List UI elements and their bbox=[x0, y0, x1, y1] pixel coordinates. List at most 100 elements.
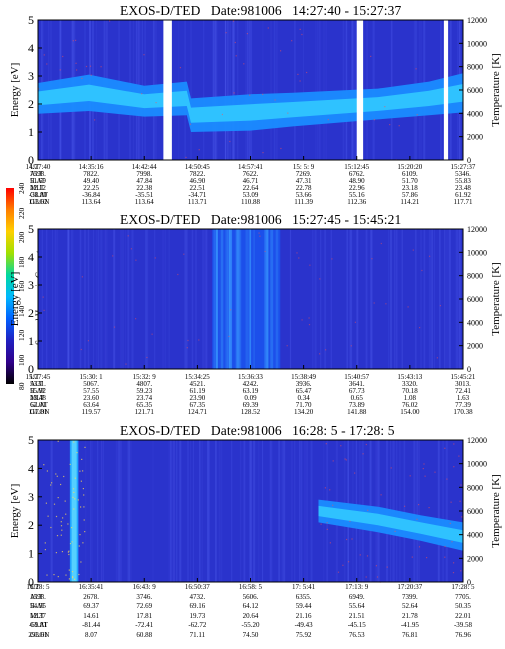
texture-stripe bbox=[345, 20, 348, 160]
texture-stripe bbox=[446, 229, 448, 369]
noise-point bbox=[80, 561, 82, 563]
noise-point bbox=[460, 484, 462, 486]
orbit-cell: 15:34:25 bbox=[184, 373, 210, 381]
texture-stripe bbox=[232, 20, 235, 160]
noise-point bbox=[345, 459, 347, 461]
noise-point bbox=[340, 445, 342, 447]
orbit-cell: 53.66 bbox=[295, 191, 312, 199]
noise-point bbox=[234, 41, 236, 44]
noise-point bbox=[185, 156, 187, 158]
noise-point bbox=[416, 518, 418, 520]
orbit-row-label: MLT bbox=[30, 184, 45, 192]
noise-point bbox=[67, 551, 69, 553]
orbit-cell: 14:27:40 bbox=[25, 163, 51, 171]
y-tick-label: 2 bbox=[28, 306, 34, 320]
orbit-cell: 15:38:49 bbox=[291, 373, 317, 381]
texture-stripe bbox=[303, 20, 304, 160]
texture-stripe bbox=[79, 229, 82, 369]
orbit-row-ilat: ILAT 51.69 49.40 47.84 46.90 46.71 47.31 48.90 5… bbox=[30, 178, 505, 185]
texture-stripe bbox=[212, 20, 214, 160]
noise-point bbox=[416, 114, 418, 116]
texture-stripe bbox=[262, 20, 264, 160]
orbit-cell: 48.90 bbox=[348, 177, 365, 185]
texture-stripe bbox=[317, 20, 319, 160]
orbit-cell: 7598. bbox=[30, 170, 46, 178]
noise-point bbox=[354, 472, 356, 474]
texture-stripe bbox=[271, 440, 273, 582]
orbit-cell: 22.25 bbox=[83, 184, 99, 192]
noise-point bbox=[319, 278, 321, 280]
texture-stripe bbox=[213, 229, 215, 369]
texture-stripe bbox=[294, 440, 296, 582]
orbit-cell: -39.58 bbox=[453, 621, 473, 629]
orbit-row-label: ALT bbox=[30, 592, 43, 601]
orbit-cell: 62.01 bbox=[30, 401, 46, 409]
orbit-row-label: GLON bbox=[30, 198, 50, 206]
texture-stripe bbox=[342, 20, 345, 160]
y-tick-label: 0 bbox=[28, 153, 34, 167]
noise-point bbox=[348, 561, 350, 563]
noise-point bbox=[71, 527, 73, 529]
texture-stripe bbox=[71, 229, 73, 369]
y-right-axis-label: Temperature [K] bbox=[490, 262, 502, 335]
orbit-cell: 15:27:45 bbox=[25, 373, 51, 381]
noise-point bbox=[418, 546, 421, 548]
texture-stripe bbox=[310, 440, 313, 582]
noise-point bbox=[354, 321, 356, 323]
y-right-tick-label: 0 bbox=[467, 578, 471, 587]
noise-point bbox=[229, 309, 232, 311]
y-tick-label: 5 bbox=[28, 13, 34, 27]
noise-point bbox=[53, 503, 56, 505]
orbit-cell: 51.70 bbox=[402, 177, 418, 185]
texture-stripe bbox=[125, 229, 126, 369]
texture-stripe bbox=[84, 229, 87, 369]
noise-point bbox=[367, 509, 369, 511]
y-right-tick-label: 0 bbox=[467, 365, 471, 374]
orbit-cell: 14.61 bbox=[83, 611, 99, 620]
noise-point bbox=[177, 273, 179, 276]
noise-point bbox=[100, 66, 102, 68]
orbit-cell: 60.88 bbox=[136, 630, 153, 639]
noise-point bbox=[186, 347, 188, 349]
orbit-cell: 72.41 bbox=[455, 387, 471, 395]
texture-stripe bbox=[113, 229, 116, 369]
texture-stripe bbox=[281, 440, 283, 582]
orbit-cell: 63.19 bbox=[242, 387, 259, 395]
noise-point bbox=[69, 463, 71, 465]
texture-stripe bbox=[265, 229, 269, 369]
noise-point bbox=[82, 488, 84, 490]
orbit-row-ut: UT 16:28: 5 16:35:41 16:43: 9 16:50:37 16:58:… bbox=[26, 584, 505, 591]
noise-point bbox=[386, 566, 388, 568]
orbit-cell: 6762. bbox=[348, 170, 365, 178]
orbit-cell: 0.65 bbox=[350, 394, 363, 402]
noise-point bbox=[67, 523, 69, 525]
noise-point bbox=[80, 506, 82, 508]
noise-point bbox=[61, 529, 63, 531]
texture-stripe bbox=[266, 229, 269, 369]
texture-stripe bbox=[394, 229, 395, 369]
noise-point bbox=[135, 318, 137, 320]
y-right-tick-label: 10000 bbox=[467, 460, 487, 469]
noise-point bbox=[73, 488, 75, 490]
texture-stripe bbox=[127, 440, 128, 582]
noise-point bbox=[373, 119, 375, 121]
orbit-cell: 76.81 bbox=[402, 630, 418, 639]
noise-point bbox=[299, 28, 301, 30]
texture-stripe bbox=[215, 440, 217, 582]
noise-point bbox=[44, 549, 46, 551]
texture-stripe bbox=[225, 20, 227, 160]
texture-stripe bbox=[187, 440, 189, 582]
y-right-tick-label: 6000 bbox=[467, 507, 483, 516]
noise-point bbox=[309, 264, 311, 266]
orbit-cell: 0.09 bbox=[244, 394, 257, 402]
texture-stripe bbox=[250, 20, 253, 160]
noise-point bbox=[375, 565, 377, 567]
texture-stripe bbox=[445, 440, 448, 582]
orbit-row-label: ILAT bbox=[30, 387, 46, 395]
orbit-cell: 170.38 bbox=[453, 408, 473, 416]
y-tick-label: 5 bbox=[28, 222, 34, 236]
texture-stripe bbox=[162, 229, 164, 369]
y-right-tick-label: 12000 bbox=[467, 225, 487, 234]
texture-stripe bbox=[444, 229, 446, 369]
y-tick-label: 4 bbox=[28, 41, 34, 55]
